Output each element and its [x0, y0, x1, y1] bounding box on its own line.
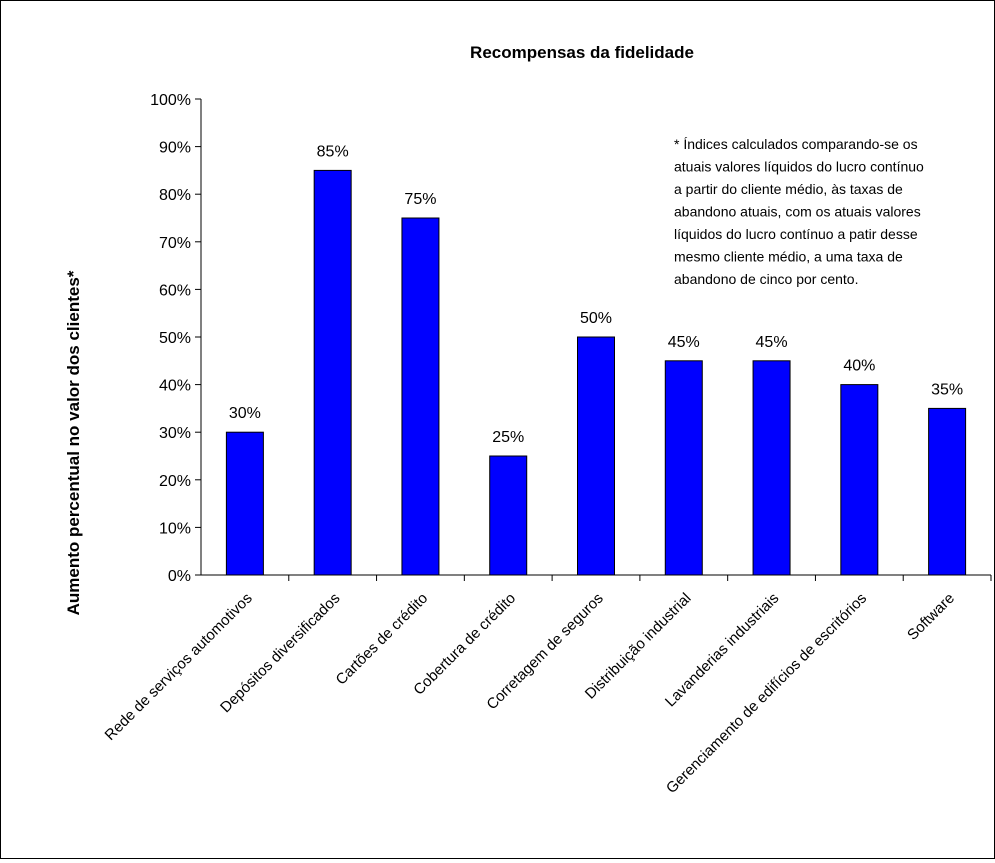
data-label: 75% [404, 191, 436, 208]
y-tick-label: 70% [159, 235, 191, 252]
y-tick-label: 80% [159, 187, 191, 204]
data-label: 50% [580, 310, 612, 327]
x-tick-label: Cartões de crédito [333, 590, 432, 689]
data-label: 40% [843, 358, 875, 375]
x-tick-label: Rede de serviços automotivos [102, 590, 256, 744]
footnote-annotation: * Índices calculados comparando-se os atu… [674, 136, 924, 287]
x-tick-label: Software [904, 590, 958, 644]
bar [313, 169, 352, 576]
y-tick-label: 10% [159, 520, 191, 537]
data-label: 45% [668, 334, 700, 351]
bars [225, 169, 967, 576]
y-tick-label: 40% [159, 378, 191, 395]
y-tick-label: 50% [159, 330, 191, 347]
bar [577, 336, 615, 576]
bar [489, 455, 528, 576]
footnote-line: líquidos do lucro contínuo a patir desse [674, 226, 918, 242]
footnote-line: abandono de cinco por cento. [674, 271, 858, 287]
bar [401, 217, 440, 576]
footnote-line: * Índices calculados comparando-se os [674, 136, 918, 152]
data-label: 45% [756, 334, 788, 351]
footnote-line: atuais valores líquidos do lucro contínu… [674, 159, 924, 175]
footnote-line: a partir do cliente médio, às taxas de [674, 181, 903, 197]
bar [840, 384, 879, 576]
footnote-line: abandono atuais, com os atuais valores [674, 204, 921, 220]
chart-title: Recompensas da fidelidade [470, 43, 694, 62]
y-axis-label: Aumento percentual no valor dos clientes… [64, 270, 83, 615]
bar [225, 431, 264, 576]
data-label: 30% [229, 405, 261, 422]
data-label: 25% [492, 429, 524, 446]
y-tick-label: 60% [159, 282, 191, 299]
bar [928, 407, 967, 576]
footnote-line: mesmo cliente médio, a uma taxa de [674, 249, 903, 265]
bar [752, 360, 791, 576]
y-tick-label: 100% [150, 92, 191, 109]
bar [664, 360, 703, 576]
axes: 0% 10% 20% 30% 40% 50% 60% 70% 80% 90% 100% [150, 92, 992, 585]
y-tick-label: 20% [159, 473, 191, 490]
data-label: 85% [317, 143, 349, 160]
y-tick-label: 30% [159, 425, 191, 442]
x-tick-label: Gerenciamento de edifícios de escritório… [663, 590, 870, 797]
y-tick-label: 90% [159, 140, 191, 157]
data-label: 35% [931, 381, 963, 398]
y-tick-label: 0% [168, 568, 191, 585]
